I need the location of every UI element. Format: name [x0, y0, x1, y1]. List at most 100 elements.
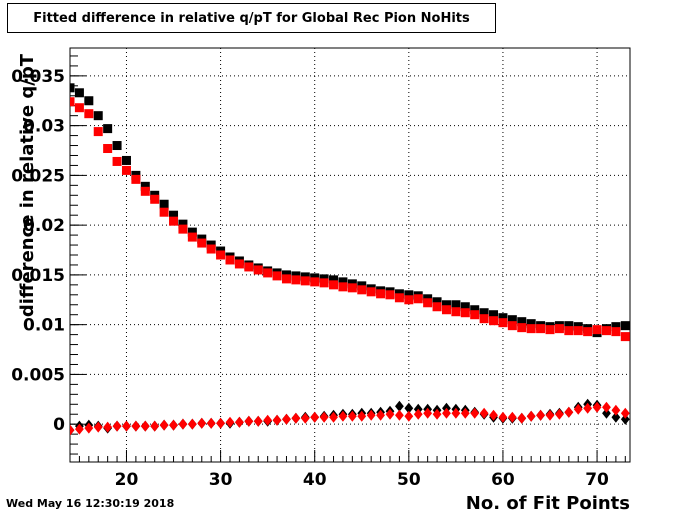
- series-0-point: [507, 315, 517, 325]
- series-1-point: [385, 290, 395, 300]
- series-3-point: [347, 410, 357, 422]
- series-0-point: [432, 297, 442, 307]
- series-3-point: [263, 414, 273, 426]
- series-3-point: [536, 409, 545, 421]
- series-1-point: [479, 314, 489, 324]
- series-0-point: [451, 300, 461, 310]
- series-1-point: [545, 325, 555, 335]
- series-0-point: [498, 313, 508, 323]
- series-3-point: [178, 418, 188, 430]
- series-1-point: [357, 285, 367, 295]
- series-0-point: [526, 319, 536, 329]
- series-3-point: [611, 404, 621, 416]
- series-0-point: [404, 290, 414, 300]
- series-1-point: [70, 97, 75, 107]
- series-1-point: [611, 327, 621, 337]
- series-3-point: [385, 408, 395, 420]
- series-3-point: [93, 421, 103, 433]
- series-1-point: [460, 308, 470, 318]
- tick-labels: 20 30 40 50 60 70 0 0.005 0.01 0.015 0.02 0.025 0.03…: [11, 67, 609, 490]
- series-1-point: [517, 323, 527, 333]
- series-1-point: [329, 280, 339, 290]
- series-0-point: [620, 321, 630, 331]
- series-3-point: [413, 408, 423, 420]
- series-3-point: [357, 410, 367, 422]
- series-3-point: [253, 415, 263, 427]
- series-1-point: [74, 103, 84, 113]
- series-3-point: [366, 409, 376, 421]
- series-3-point: [507, 411, 517, 423]
- series-3-point: [338, 410, 348, 422]
- series-1-point: [554, 324, 564, 334]
- series-3-point: [319, 411, 329, 423]
- series-3-point: [150, 420, 160, 432]
- chart-title: Fitted difference in relative q/pT for G…: [33, 11, 470, 26]
- series-3-point: [573, 403, 583, 415]
- x-tick-label: 60: [491, 470, 515, 490]
- series-1-point: [197, 238, 207, 248]
- y-tick-label: 0.02: [23, 216, 65, 236]
- data-markers: [70, 83, 630, 436]
- series-1-point: [84, 109, 94, 119]
- series-1-point: [592, 325, 602, 335]
- series-1-point: [310, 277, 320, 287]
- series-3-point: [489, 409, 498, 421]
- y-tick-label: 0.035: [11, 67, 65, 87]
- series-3-point: [602, 401, 611, 413]
- x-tick-label: 70: [585, 470, 609, 490]
- series-0-point: [470, 305, 480, 315]
- series-1-point: [93, 127, 103, 137]
- y-tick-label: 0: [53, 415, 65, 435]
- series-3-point: [75, 423, 84, 435]
- series-1-point: [536, 324, 546, 334]
- series-3-point: [395, 409, 404, 421]
- series-1-point: [206, 244, 216, 254]
- series-3-point: [235, 416, 244, 428]
- series-0-point: [159, 199, 169, 209]
- series-0-point: [187, 227, 197, 237]
- series-1-point: [507, 321, 517, 331]
- series-1-point: [131, 174, 141, 184]
- x-tick-label: 20: [115, 470, 139, 490]
- series-3-point: [206, 417, 216, 429]
- series-3-point: [423, 407, 433, 419]
- series-1-point: [272, 271, 282, 281]
- series-0-point: [611, 322, 621, 332]
- series-1-point: [451, 307, 461, 317]
- series-1-point: [376, 289, 386, 299]
- series-0-point: [517, 317, 527, 327]
- series-1-point: [291, 275, 301, 285]
- series-3-point: [272, 414, 282, 426]
- series-3-point: [131, 420, 141, 432]
- series-1-point: [601, 326, 611, 336]
- series-1-point: [300, 276, 310, 286]
- y-tick-label: 0.03: [23, 117, 65, 137]
- series-3-point: [112, 420, 122, 432]
- series-0-point: [479, 308, 489, 318]
- chart-title-box: Fitted difference in relative q/pT for G…: [7, 3, 496, 33]
- series-3-point: [451, 407, 461, 419]
- series-3-point: [404, 410, 414, 422]
- axis-ticks: [69, 55, 626, 462]
- y-axis-title: difference in relative q/pT: [17, 53, 38, 317]
- series-1-point: [338, 282, 348, 292]
- series-3-point: [216, 417, 225, 429]
- series-1-point: [583, 327, 593, 337]
- series-1-point: [404, 295, 414, 305]
- plot-frame: [69, 47, 631, 463]
- series-3-point: [300, 412, 310, 424]
- series-1-point: [140, 186, 150, 196]
- series-1-point: [413, 294, 423, 304]
- series-3-point: [225, 416, 235, 428]
- series-3-point: [70, 424, 75, 436]
- x-tick-label: 50: [397, 470, 421, 490]
- series-1-point: [150, 194, 160, 204]
- series-1-point: [564, 326, 574, 336]
- series-1-point: [441, 305, 451, 315]
- series-1-point: [489, 316, 499, 326]
- series-3-point: [103, 421, 113, 433]
- series-1-point: [432, 302, 442, 312]
- series-1-point: [103, 144, 113, 154]
- series-3-point: [432, 408, 442, 420]
